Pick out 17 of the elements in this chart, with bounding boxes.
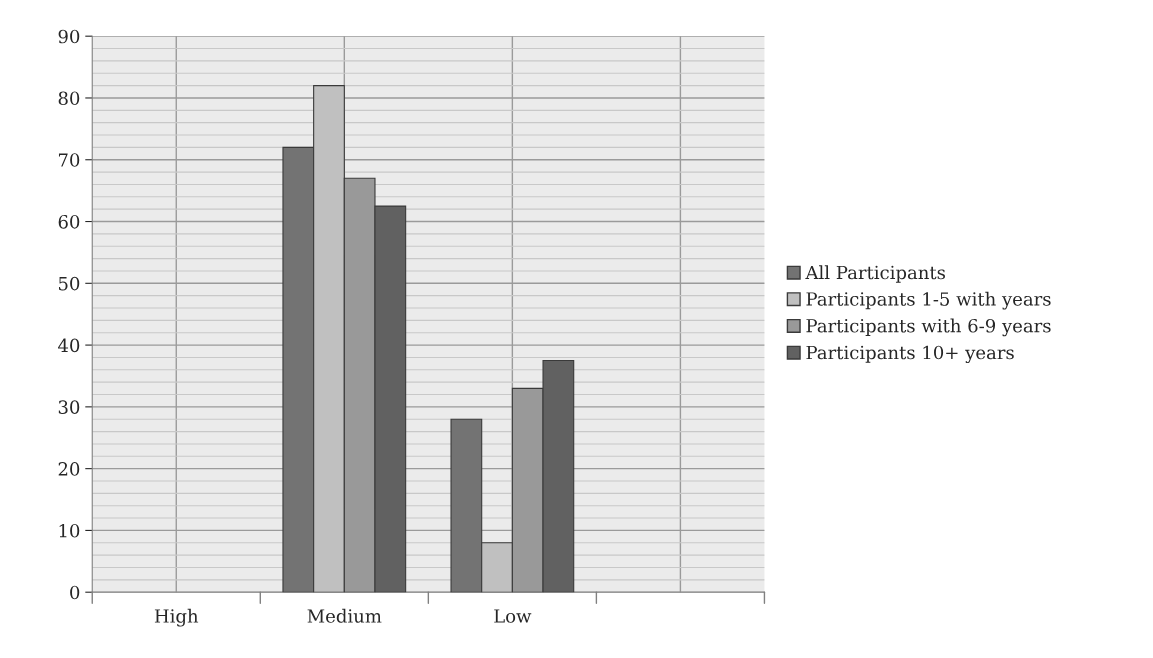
y-tick-label: 80 [58,91,80,106]
x-tick-label: Medium [307,608,382,623]
y-tick-label: 40 [58,338,80,353]
y-tick-label: 50 [58,276,80,291]
y-tick-label: 60 [58,214,80,229]
y-tick-label: 90 [58,29,80,44]
x-tick-label: Low [494,609,532,623]
y-tick-label: 0 [70,585,80,600]
legend-label: Participants 1-5 with years [806,291,1051,310]
y-tick-label: 10 [59,523,80,538]
y-tick-label: 30 [58,400,80,414]
y-tick-label: 20 [58,462,80,476]
legend-label: Participants 10+ years [806,345,1014,364]
legend-label: Participants with 6-9 years [806,318,1051,337]
y-tick-label: 70 [58,153,80,167]
x-tick-label: High [154,608,199,627]
legend-label: All Participants [805,265,945,283]
